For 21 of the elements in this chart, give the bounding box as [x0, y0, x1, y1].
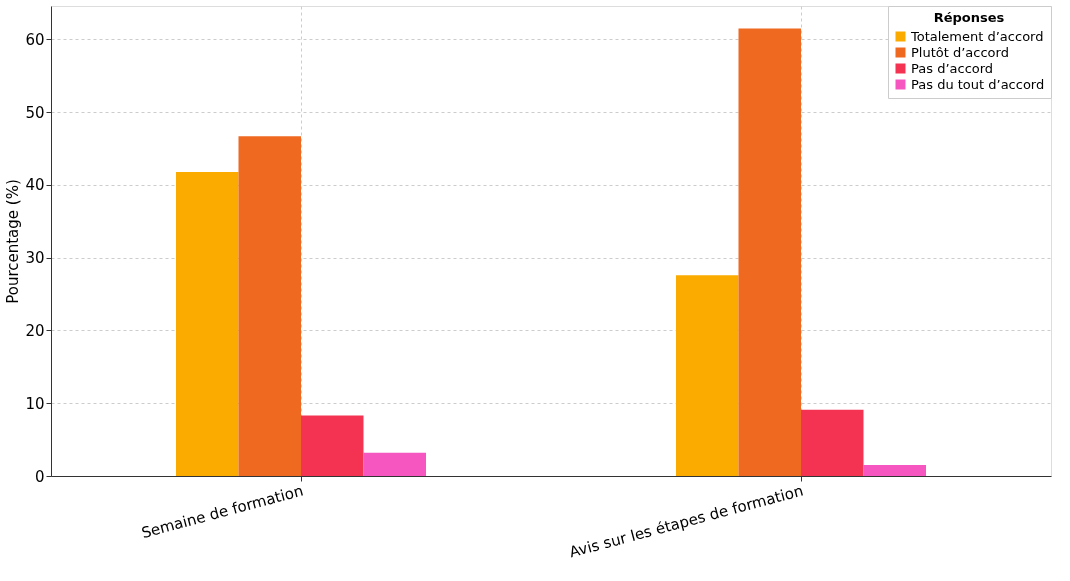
legend-label: Pas d’accord — [911, 60, 994, 76]
y-tick-label: 40 — [25, 176, 45, 195]
y-axis-title: Pourcentage (%) — [4, 179, 23, 304]
legend-label: Pas du tout d’accord — [911, 76, 1045, 92]
bar — [738, 28, 801, 476]
bar — [363, 452, 426, 476]
legend-title: Réponses — [933, 10, 1005, 25]
legend-label: Totalement d’accord — [910, 28, 1044, 44]
y-tick-label: 20 — [25, 321, 45, 340]
bar — [863, 465, 926, 476]
legend-label: Plutôt d’accord — [911, 44, 1009, 60]
y-tick-label: 60 — [25, 30, 45, 49]
y-tick-label: 10 — [25, 394, 45, 413]
y-tick-label: 30 — [25, 249, 45, 268]
bar — [801, 409, 864, 476]
bar — [176, 171, 239, 476]
bar — [238, 136, 301, 476]
y-tick-label: 0 — [34, 467, 45, 486]
bar — [676, 275, 739, 476]
y-tick-label: 50 — [25, 103, 45, 122]
bar — [301, 415, 364, 476]
